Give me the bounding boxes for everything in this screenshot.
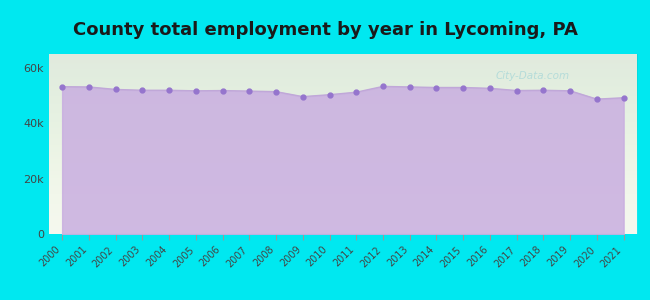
Text: County total employment by year in Lycoming, PA: County total employment by year in Lycom… [73,21,577,39]
Text: City-Data.com: City-Data.com [496,70,570,81]
